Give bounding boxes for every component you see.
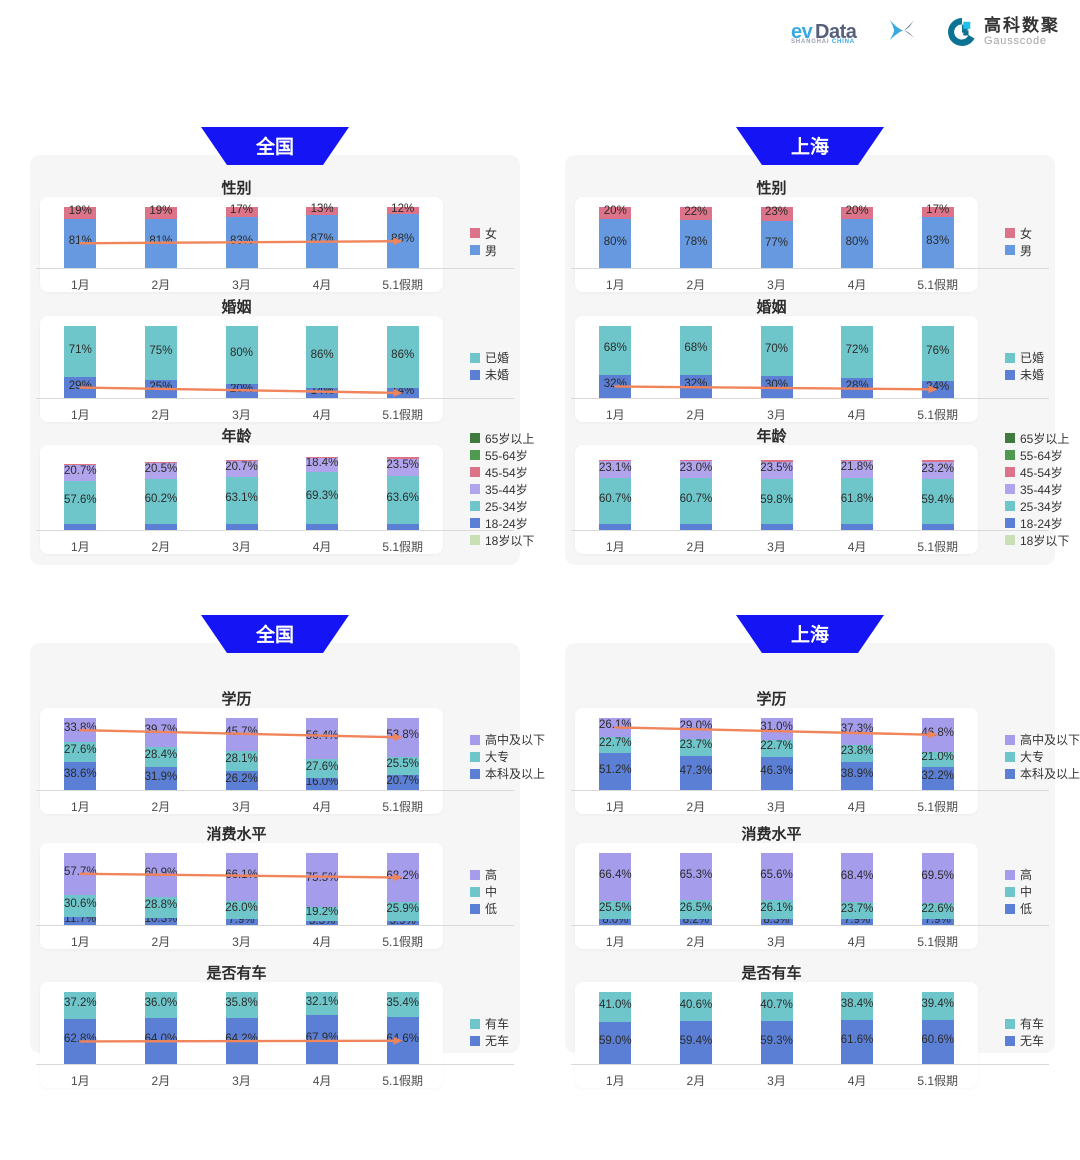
svg-text:上海: 上海 xyxy=(791,135,829,158)
svg-text:全国: 全国 xyxy=(255,623,294,646)
svg-text:上海: 上海 xyxy=(791,623,829,646)
svg-text:全国: 全国 xyxy=(255,135,294,158)
